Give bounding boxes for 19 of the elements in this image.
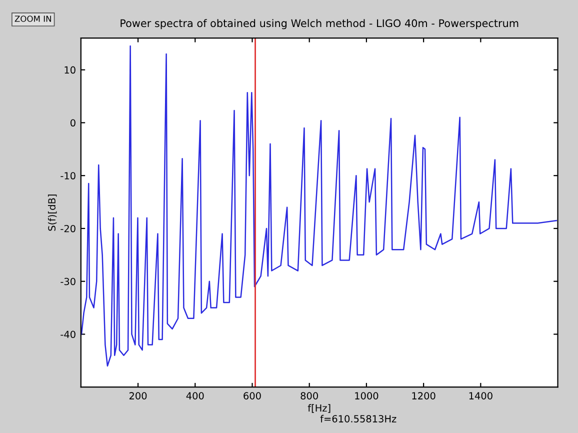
y-tick-label: -10 [60,172,76,180]
text: f=610.55813Hz [320,414,396,422]
x-tick-label: 400 [186,392,204,400]
y-tick-label: -30 [60,278,76,286]
x-tick-label: 1400 [469,392,492,400]
x-axis-title: f[Hz] [308,404,330,413]
chart-title: Power spectra of obtained using Welch method - LIGO 40m - Powerspectrum [120,19,518,30]
x-tick-label: 1000 [355,392,378,400]
y-tick-label: 10 [64,66,76,74]
y-axis-title: S(f)[dB] [48,194,57,231]
text: ZOOM IN [14,16,51,22]
y-tick-label: -20 [60,224,76,232]
x-tick-label: 600 [244,392,261,400]
x-tick-label: 1200 [412,392,436,400]
y-tick-label: -40 [60,330,76,338]
x-tick-label: 800 [300,392,318,400]
x-tick-label: 200 [129,392,147,400]
y-tick-label: 0 [70,119,76,127]
line-series [80,45,557,367]
